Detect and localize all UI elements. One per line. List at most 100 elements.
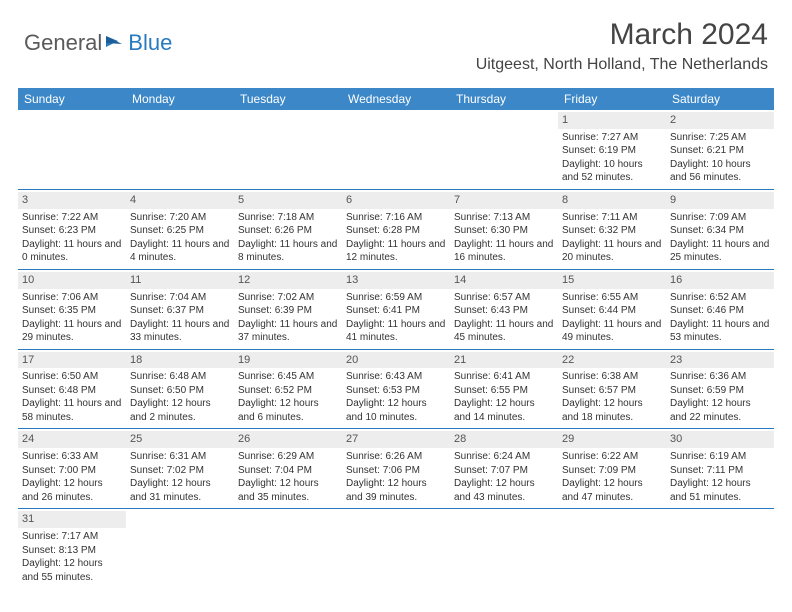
calendar-cell: 19Sunrise: 6:45 AMSunset: 6:52 PMDayligh… (234, 349, 342, 429)
sunrise-line: Sunrise: 6:33 AM (22, 450, 122, 464)
sunset-line: Sunset: 6:28 PM (346, 224, 446, 238)
day-number: 18 (126, 352, 234, 369)
calendar-cell: . (450, 509, 558, 588)
sunset-line: Sunset: 7:06 PM (346, 464, 446, 478)
flag-icon (102, 30, 128, 56)
day-number: 30 (666, 431, 774, 448)
sunset-line: Sunset: 7:11 PM (670, 464, 770, 478)
day-number: 22 (558, 352, 666, 369)
weekday-header: Monday (126, 88, 234, 110)
calendar-cell: . (450, 110, 558, 189)
sunrise-line: Sunrise: 7:16 AM (346, 211, 446, 225)
sunrise-line: Sunrise: 6:29 AM (238, 450, 338, 464)
sunset-line: Sunset: 6:43 PM (454, 304, 554, 318)
calendar-cell: 18Sunrise: 6:48 AMSunset: 6:50 PMDayligh… (126, 349, 234, 429)
sunset-line: Sunset: 6:35 PM (22, 304, 122, 318)
day-number: 21 (450, 352, 558, 369)
daylight-line: Daylight: 12 hours and 14 minutes. (454, 397, 554, 424)
calendar-cell: 12Sunrise: 7:02 AMSunset: 6:39 PMDayligh… (234, 269, 342, 349)
daylight-line: Daylight: 12 hours and 55 minutes. (22, 557, 122, 584)
day-number: 29 (558, 431, 666, 448)
calendar-cell: 14Sunrise: 6:57 AMSunset: 6:43 PMDayligh… (450, 269, 558, 349)
daylight-line: Daylight: 12 hours and 6 minutes. (238, 397, 338, 424)
sunrise-line: Sunrise: 7:11 AM (562, 211, 662, 225)
day-number: 10 (18, 272, 126, 289)
calendar-cell: 2Sunrise: 7:25 AMSunset: 6:21 PMDaylight… (666, 110, 774, 189)
calendar-cell: . (234, 509, 342, 588)
sunset-line: Sunset: 6:50 PM (130, 384, 230, 398)
calendar-cell: 17Sunrise: 6:50 AMSunset: 6:48 PMDayligh… (18, 349, 126, 429)
day-number: 5 (234, 192, 342, 209)
calendar-cell: 25Sunrise: 6:31 AMSunset: 7:02 PMDayligh… (126, 429, 234, 509)
location: Uitgeest, North Holland, The Netherlands (476, 56, 768, 74)
daylight-line: Daylight: 12 hours and 31 minutes. (130, 477, 230, 504)
calendar-cell: 30Sunrise: 6:19 AMSunset: 7:11 PMDayligh… (666, 429, 774, 509)
day-number: 16 (666, 272, 774, 289)
sunrise-line: Sunrise: 6:48 AM (130, 370, 230, 384)
sunrise-line: Sunrise: 6:43 AM (346, 370, 446, 384)
day-number: 11 (126, 272, 234, 289)
sunrise-line: Sunrise: 7:02 AM (238, 291, 338, 305)
calendar-cell: 27Sunrise: 6:26 AMSunset: 7:06 PMDayligh… (342, 429, 450, 509)
sunrise-line: Sunrise: 6:41 AM (454, 370, 554, 384)
calendar-cell: . (18, 110, 126, 189)
calendar-cell: . (234, 110, 342, 189)
daylight-line: Daylight: 11 hours and 49 minutes. (562, 318, 662, 345)
calendar-table: SundayMondayTuesdayWednesdayThursdayFrid… (18, 88, 774, 588)
daylight-line: Daylight: 12 hours and 47 minutes. (562, 477, 662, 504)
calendar-cell: 15Sunrise: 6:55 AMSunset: 6:44 PMDayligh… (558, 269, 666, 349)
sunrise-line: Sunrise: 6:50 AM (22, 370, 122, 384)
calendar-cell: . (666, 509, 774, 588)
calendar-cell: 6Sunrise: 7:16 AMSunset: 6:28 PMDaylight… (342, 189, 450, 269)
sunrise-line: Sunrise: 6:59 AM (346, 291, 446, 305)
day-number: 26 (234, 431, 342, 448)
month-title: March 2024 (476, 18, 768, 52)
day-number: 15 (558, 272, 666, 289)
sunset-line: Sunset: 7:04 PM (238, 464, 338, 478)
sunrise-line: Sunrise: 7:18 AM (238, 211, 338, 225)
day-number: 28 (450, 431, 558, 448)
calendar-cell: 4Sunrise: 7:20 AMSunset: 6:25 PMDaylight… (126, 189, 234, 269)
daylight-line: Daylight: 12 hours and 10 minutes. (346, 397, 446, 424)
daylight-line: Daylight: 11 hours and 0 minutes. (22, 238, 122, 265)
daylight-line: Daylight: 11 hours and 16 minutes. (454, 238, 554, 265)
calendar-cell: . (342, 110, 450, 189)
sunrise-line: Sunrise: 6:38 AM (562, 370, 662, 384)
sunrise-line: Sunrise: 6:26 AM (346, 450, 446, 464)
calendar-cell: 16Sunrise: 6:52 AMSunset: 6:46 PMDayligh… (666, 269, 774, 349)
sunrise-line: Sunrise: 7:09 AM (670, 211, 770, 225)
calendar-cell: 7Sunrise: 7:13 AMSunset: 6:30 PMDaylight… (450, 189, 558, 269)
weekday-header: Thursday (450, 88, 558, 110)
sunrise-line: Sunrise: 6:52 AM (670, 291, 770, 305)
weekday-header: Saturday (666, 88, 774, 110)
calendar-cell: 11Sunrise: 7:04 AMSunset: 6:37 PMDayligh… (126, 269, 234, 349)
weekday-header: Friday (558, 88, 666, 110)
calendar-cell: 28Sunrise: 6:24 AMSunset: 7:07 PMDayligh… (450, 429, 558, 509)
sunrise-line: Sunrise: 7:17 AM (22, 530, 122, 544)
calendar-cell: 5Sunrise: 7:18 AMSunset: 6:26 PMDaylight… (234, 189, 342, 269)
daylight-line: Daylight: 11 hours and 12 minutes. (346, 238, 446, 265)
sunset-line: Sunset: 7:02 PM (130, 464, 230, 478)
header: General Blue March 2024 Uitgeest, North … (0, 0, 792, 80)
day-number: 24 (18, 431, 126, 448)
brand-part2: Blue (128, 30, 172, 56)
calendar-cell: 10Sunrise: 7:06 AMSunset: 6:35 PMDayligh… (18, 269, 126, 349)
calendar-cell: . (126, 509, 234, 588)
daylight-line: Daylight: 10 hours and 56 minutes. (670, 158, 770, 185)
sunset-line: Sunset: 6:21 PM (670, 144, 770, 158)
sunrise-line: Sunrise: 7:22 AM (22, 211, 122, 225)
day-number: 2 (666, 112, 774, 129)
sunset-line: Sunset: 6:39 PM (238, 304, 338, 318)
sunrise-line: Sunrise: 6:55 AM (562, 291, 662, 305)
sunrise-line: Sunrise: 6:19 AM (670, 450, 770, 464)
sunrise-line: Sunrise: 7:20 AM (130, 211, 230, 225)
sunset-line: Sunset: 6:46 PM (670, 304, 770, 318)
calendar-cell: 22Sunrise: 6:38 AMSunset: 6:57 PMDayligh… (558, 349, 666, 429)
daylight-line: Daylight: 12 hours and 22 minutes. (670, 397, 770, 424)
day-number: 31 (18, 511, 126, 528)
calendar-cell: 8Sunrise: 7:11 AMSunset: 6:32 PMDaylight… (558, 189, 666, 269)
day-number: 14 (450, 272, 558, 289)
day-number: 27 (342, 431, 450, 448)
day-number: 1 (558, 112, 666, 129)
sunset-line: Sunset: 6:37 PM (130, 304, 230, 318)
